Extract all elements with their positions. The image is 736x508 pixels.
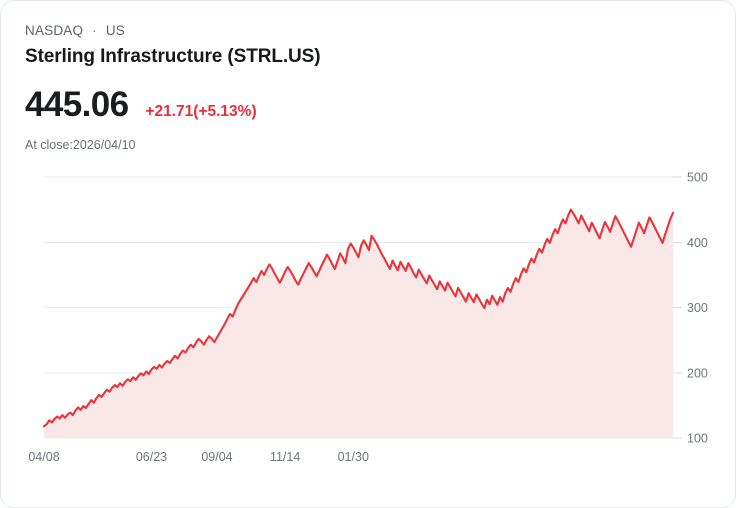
y-tick-label: 200: [687, 366, 708, 380]
price-line: [42, 208, 675, 428]
price-chart-svg: 500 400 300 200 100 04/08 06/23 09/04 11/14 01/3…: [28, 171, 708, 465]
price-area-fill: [44, 209, 673, 438]
y-tick-label: 100: [687, 432, 708, 446]
x-tick-label: 01/30: [338, 450, 369, 464]
y-tick-label: 400: [687, 236, 708, 250]
page-title: Sterling Infrastructure (STRL.US): [25, 46, 321, 68]
price-change: +21.71(+5.13%): [145, 102, 257, 120]
x-tick-label: 04/08: [28, 450, 59, 464]
current-price: 445.06: [25, 84, 129, 124]
y-axis-ticks: 500 400 300 200 100: [673, 171, 708, 446]
exchange-line: NASDAQ · US: [25, 23, 711, 39]
market-status-note: At close:2026/04/10: [25, 137, 136, 152]
x-tick-label: 11/14: [270, 450, 300, 464]
y-tick-label: 500: [687, 171, 708, 185]
x-tick-label: 09/04: [201, 450, 232, 464]
x-axis-labels: 04/08 06/23 09/04 11/14 01/30: [28, 450, 369, 464]
exchange-name: NASDAQ: [25, 23, 84, 38]
quote-header: NASDAQ · US Sterling Infrastructure (STR…: [1, 1, 735, 153]
region-label: US: [105, 23, 125, 38]
x-tick-label: 06/23: [136, 450, 167, 464]
price-row: 445.06 +21.71(+5.13%): [25, 87, 711, 122]
price-chart[interactable]: 500 400 300 200 100 04/08 06/23 09/04 11/14 01/3…: [1, 161, 735, 481]
y-tick-label: 300: [687, 301, 708, 315]
separator-dot: ·: [92, 23, 97, 38]
